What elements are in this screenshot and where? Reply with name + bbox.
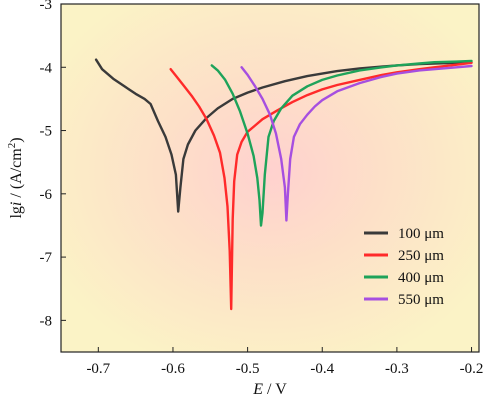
- y-axis-symbol: i: [8, 202, 25, 206]
- y-axis-ticks: -3 -4 -5 -6 -7 -8: [40, 0, 66, 329]
- y-axis-unit: / (A/cm: [8, 148, 25, 202]
- y-tick-label: -7: [40, 250, 53, 266]
- x-tick-label: -0.5: [236, 361, 260, 377]
- y-axis-unit-close: ): [8, 137, 25, 142]
- x-axis-symbol: E: [252, 381, 263, 398]
- y-tick-label: -4: [40, 60, 53, 76]
- series-line-3: [210, 59, 473, 227]
- series-line-2: [169, 61, 473, 311]
- legend-label-3: 400 μm: [398, 270, 444, 286]
- plot-frame: [60, 3, 480, 353]
- x-tick-label: -0.3: [385, 361, 409, 377]
- x-axis-unit: / V: [263, 381, 287, 398]
- x-axis-ticks: -0.7 -0.6 -0.5 -0.4 -0.3 -0.2: [86, 347, 483, 377]
- y-tick-label: -8: [40, 313, 53, 329]
- y-tick-label: -5: [40, 124, 53, 140]
- x-tick-label: -0.4: [310, 361, 334, 377]
- legend-label-4: 550 μm: [398, 292, 444, 308]
- x-tick-label: -0.7: [86, 361, 110, 377]
- y-axis-prefix: lg: [8, 206, 25, 218]
- legend-label-2: 250 μm: [398, 248, 444, 264]
- legend: 100 μm 250 μm 400 μm 550 μm: [364, 226, 444, 308]
- x-axis-title: E / V: [252, 381, 287, 398]
- series-line-4: [240, 64, 473, 222]
- y-axis-unit-exponent: 2: [6, 143, 18, 149]
- series-layer: [94, 58, 473, 311]
- y-axis-title: lgi / (A/cm2): [6, 137, 25, 218]
- y-tick-label: -3: [40, 0, 53, 13]
- x-tick-label: -0.6: [161, 361, 185, 377]
- plot-background: [61, 4, 479, 352]
- x-tick-label: -0.2: [460, 361, 484, 377]
- y-tick-label: -6: [40, 187, 53, 203]
- legend-label-1: 100 μm: [398, 226, 444, 242]
